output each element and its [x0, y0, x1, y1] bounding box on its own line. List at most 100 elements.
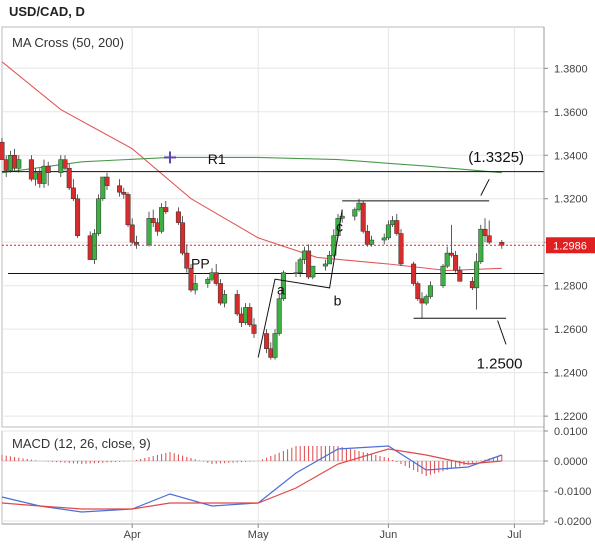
r1-label: R1	[208, 151, 226, 167]
candle-body	[427, 285, 433, 297]
x-tick-label: Jul	[507, 529, 521, 541]
candle-body	[499, 241, 505, 246]
price-y-tick-label: 1.3800	[554, 63, 588, 75]
candle-body	[91, 233, 97, 260]
candle-body	[369, 239, 375, 245]
candle-body	[394, 220, 400, 234]
candle-body	[293, 272, 299, 274]
ma-50-line	[1, 61, 502, 272]
candle-body	[104, 176, 110, 186]
candle-body	[33, 172, 39, 180]
price-y-tick-label: 1.2800	[554, 281, 588, 293]
candle-body	[264, 333, 270, 349]
candle-body	[154, 222, 160, 232]
candle-body	[356, 202, 362, 210]
pp-label: PP	[191, 255, 210, 271]
candle-body	[3, 159, 9, 171]
candle-body	[327, 255, 333, 265]
candle-body	[213, 272, 219, 284]
candle-body	[448, 252, 454, 256]
candle-body	[310, 265, 316, 278]
candle-body	[322, 263, 328, 267]
candle-body	[133, 241, 139, 245]
candle-body	[175, 211, 181, 223]
candle-body	[125, 194, 131, 226]
candle-body	[146, 218, 152, 245]
x-tick-label: Jun	[380, 529, 398, 541]
candle-body	[205, 278, 211, 284]
wave-c-label: c	[336, 218, 343, 234]
price-y-tick-label: 1.3200	[554, 194, 588, 206]
candle-body	[457, 270, 463, 282]
candle-body	[360, 202, 366, 232]
candle-body	[41, 165, 47, 184]
last-price-tag	[546, 237, 595, 254]
r1-target-connector	[480, 178, 490, 196]
candle-body	[385, 224, 391, 239]
candle-body	[117, 185, 123, 193]
candle-body	[339, 215, 345, 219]
candle-body	[70, 187, 76, 199]
candle-body	[469, 281, 475, 289]
candle-body	[419, 298, 425, 304]
candle-body	[297, 259, 303, 273]
candle-body	[58, 159, 64, 173]
candle-body	[12, 155, 18, 169]
candle-body	[66, 168, 72, 189]
wave-b-label: b	[334, 292, 342, 308]
macd-label: MACD (12, 26, close, 9)	[12, 436, 151, 451]
candle-body	[474, 261, 480, 289]
candle-body	[188, 268, 194, 291]
candle-body	[7, 155, 13, 171]
candle-body	[217, 283, 223, 304]
candle-body	[444, 252, 450, 267]
candle-body	[129, 224, 135, 243]
ma-200-line	[1, 156, 502, 174]
candle-body	[0, 141, 5, 160]
candle-body	[301, 250, 307, 260]
candle-body	[16, 159, 22, 169]
candle-body	[398, 233, 404, 265]
x-tick-label: Apr	[124, 529, 141, 541]
r1-target-label: (1.3325)	[468, 149, 524, 166]
candle-body	[440, 265, 446, 286]
candle-body	[100, 176, 106, 199]
candle-body	[243, 307, 249, 323]
candle-body	[209, 272, 215, 280]
candle-body	[251, 324, 257, 334]
x-tick-label: May	[248, 529, 269, 541]
candle-body	[415, 283, 421, 299]
chart-title: USD/CAD, D	[9, 4, 85, 19]
macd-y-tick-label: -0.0200	[554, 516, 591, 528]
signal-line	[1, 448, 502, 510]
candle-body	[238, 313, 244, 323]
ma-cross-label: MA Cross (50, 200)	[12, 35, 124, 50]
price-y-tick-label: 1.3400	[554, 150, 588, 162]
candle-body	[180, 222, 186, 254]
support-target-label: 1.2500	[477, 355, 523, 372]
candle-body	[306, 250, 312, 278]
candle-body	[276, 298, 282, 334]
candle-body	[222, 294, 228, 304]
candle-body	[75, 198, 81, 236]
last-price-tag-text: 1.2986	[553, 240, 587, 252]
candle-body	[381, 237, 387, 241]
candle-body	[192, 283, 198, 291]
macd-y-tick-label: -0.0100	[554, 486, 591, 498]
candle-body	[184, 252, 190, 269]
candle-body	[453, 255, 459, 271]
candle-body	[28, 159, 34, 180]
price-panel-frame	[1, 26, 545, 428]
candle-body	[390, 220, 396, 226]
candle-body	[45, 165, 51, 173]
wave-a-label: a	[277, 281, 285, 297]
candle-body	[268, 348, 274, 358]
candle-body	[482, 228, 488, 236]
candle-body	[159, 207, 165, 232]
candle-body	[423, 296, 429, 304]
candle-body	[62, 159, 68, 169]
candle-body	[272, 333, 278, 358]
price-y-tick-label: 1.2400	[554, 368, 588, 380]
macd-y-tick-label: 0.0100	[554, 426, 588, 438]
